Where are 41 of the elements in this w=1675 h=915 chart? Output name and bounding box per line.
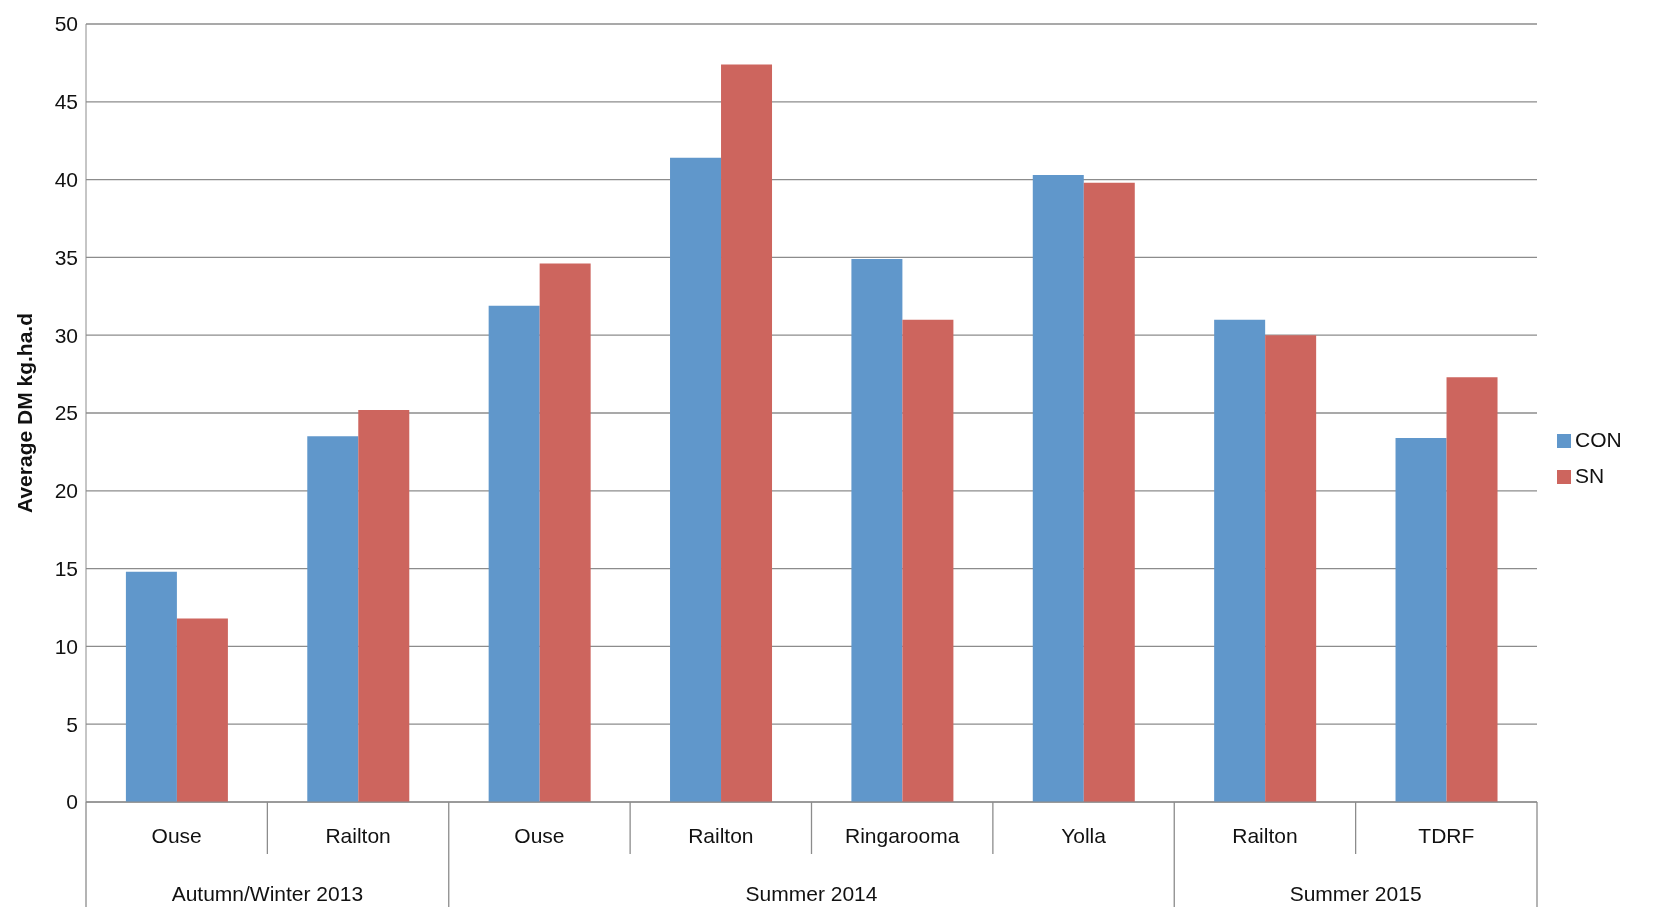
bar bbox=[176, 618, 228, 802]
bar bbox=[125, 571, 177, 802]
x-tick-label: Railton bbox=[688, 823, 754, 847]
x-tick-label: Ringarooma bbox=[844, 823, 960, 847]
legend-label: SN bbox=[1575, 463, 1605, 487]
y-axis-title: Average DM kg.ha.d bbox=[13, 313, 37, 513]
bar bbox=[1265, 335, 1317, 802]
bar bbox=[1083, 182, 1135, 802]
x-tick-label: Ouse bbox=[514, 823, 565, 847]
bar bbox=[1395, 437, 1447, 802]
legend-label: CON bbox=[1575, 427, 1622, 451]
y-tick-label: 10 bbox=[54, 634, 78, 658]
text: Summer 2014 bbox=[745, 882, 878, 905]
y-tick-label: 40 bbox=[54, 168, 78, 192]
bar bbox=[1214, 319, 1266, 802]
text: Summer 2015 bbox=[1289, 882, 1422, 905]
x-tick-label: Railton bbox=[1232, 823, 1298, 847]
x-tick-label: TDRF bbox=[1418, 823, 1475, 847]
x-tick-label: Railton bbox=[325, 823, 391, 847]
bar bbox=[539, 263, 591, 802]
bar bbox=[670, 157, 722, 802]
bar bbox=[1032, 174, 1084, 802]
y-tick-label: 20 bbox=[54, 479, 78, 503]
text: Autumn/Winter 2013 bbox=[171, 882, 364, 905]
bar bbox=[1446, 377, 1498, 802]
y-tick-label: 25 bbox=[54, 401, 78, 425]
bar bbox=[902, 319, 954, 802]
y-tick-label: 35 bbox=[54, 245, 78, 269]
y-tick-label: 30 bbox=[54, 323, 78, 347]
x-tick-label: Ouse bbox=[151, 823, 202, 847]
y-tick-label: 0 bbox=[66, 790, 78, 814]
bar bbox=[307, 436, 359, 802]
bar bbox=[721, 64, 773, 802]
y-tick-label: 5 bbox=[66, 712, 78, 736]
bar bbox=[488, 305, 540, 802]
x-tick-label: Yolla bbox=[1061, 823, 1107, 847]
y-tick-label: 50 bbox=[54, 12, 78, 36]
y-tick-label: 45 bbox=[54, 90, 78, 114]
bar bbox=[358, 409, 410, 802]
bar bbox=[851, 258, 903, 802]
y-tick-label: 15 bbox=[54, 557, 78, 581]
